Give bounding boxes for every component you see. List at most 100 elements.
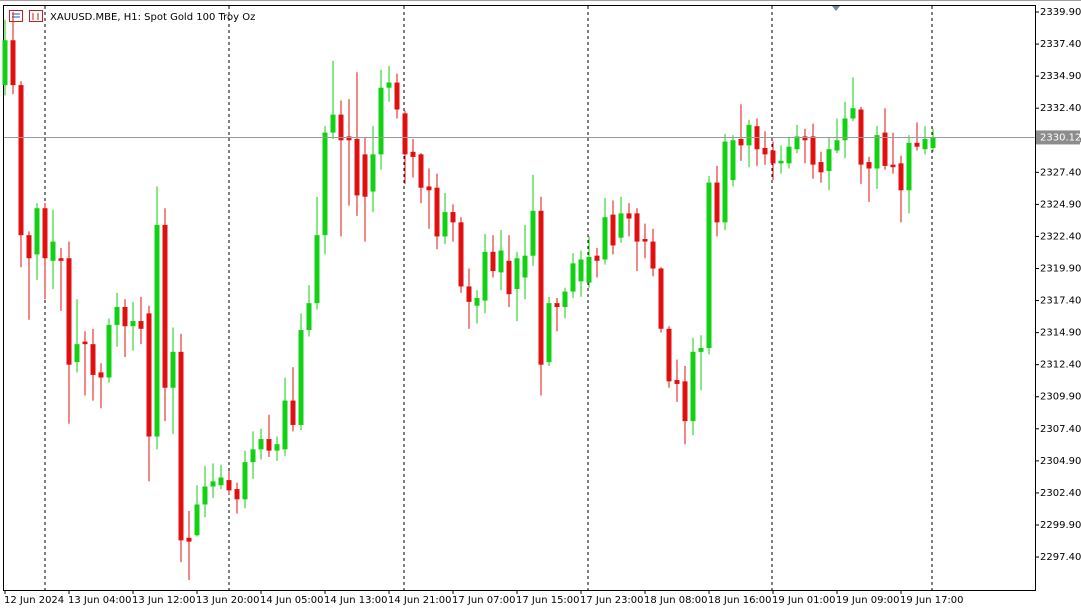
x-tick-label: 17 Jun 15:00 <box>516 595 580 606</box>
candle-body <box>514 258 520 290</box>
candle-body <box>698 348 704 352</box>
candle-body <box>930 137 936 148</box>
candle-body <box>498 250 504 273</box>
candle-body <box>674 380 680 384</box>
x-tick-label: 12 Jun 2024 <box>4 595 64 606</box>
candle-body <box>338 114 344 141</box>
candle-body <box>770 150 776 164</box>
candle-body <box>250 449 256 463</box>
x-tick-label: 19 Jun 01:00 <box>772 595 836 606</box>
candle-body <box>258 439 264 450</box>
candle-body <box>906 142 912 191</box>
candle-body <box>130 321 136 327</box>
candle-body <box>450 212 456 223</box>
candle-body <box>578 259 584 282</box>
candle-body <box>410 151 416 157</box>
candle-body <box>738 138 744 146</box>
y-tick-label: 2304.90 <box>1040 456 1081 467</box>
candle-body <box>890 164 896 168</box>
candle-body <box>666 328 672 382</box>
candle-body <box>562 291 568 307</box>
y-tick-label: 2312.40 <box>1040 360 1081 371</box>
candle-body <box>506 260 512 295</box>
candle-body <box>378 87 384 155</box>
candle-body <box>546 303 552 363</box>
candle-body <box>618 213 624 238</box>
candle-body <box>74 344 80 363</box>
y-tick-label: 2337.40 <box>1040 39 1081 50</box>
candle-body <box>778 160 784 164</box>
candle-body <box>898 163 904 191</box>
y-tick-label: 2299.90 <box>1040 520 1081 531</box>
candle-body <box>314 235 320 304</box>
candle-body <box>538 210 544 365</box>
candle-body <box>34 208 40 255</box>
candle-body <box>386 82 392 88</box>
candle-body <box>826 149 832 172</box>
candle-body <box>66 258 72 365</box>
candle-body <box>26 235 32 259</box>
candle-body <box>602 217 608 260</box>
candle-body <box>298 330 304 425</box>
candle-body <box>306 303 312 331</box>
chart-title: XAUUSD.MBE, H1: Spot Gold 100 Troy Oz <box>50 12 255 23</box>
y-tick-label: 2332.40 <box>1040 103 1081 114</box>
x-tick-label: 18 Jun 16:00 <box>708 595 772 606</box>
candle-body <box>122 306 128 327</box>
x-tick-label: 19 Jun 09:00 <box>836 595 900 606</box>
plot-frame <box>3 5 1036 591</box>
candle-body <box>570 263 576 292</box>
candle-body <box>842 118 848 141</box>
candle-body <box>458 222 464 287</box>
y-tick-label: 2327.40 <box>1040 167 1081 178</box>
candle-body <box>82 341 88 345</box>
y-tick-label: 2322.40 <box>1040 231 1081 242</box>
candle-body <box>202 486 208 505</box>
candle-body <box>426 186 432 191</box>
x-tick-label: 17 Jun 07:00 <box>452 595 516 606</box>
candle-body <box>682 381 688 422</box>
y-tick-label: 2334.90 <box>1040 71 1081 82</box>
candle-body <box>922 138 928 150</box>
candle-body <box>322 132 328 236</box>
candle-body <box>290 400 296 425</box>
candle-body <box>786 146 792 164</box>
y-tick-label: 2297.40 <box>1040 552 1081 563</box>
candle-body <box>794 136 800 150</box>
candle-body <box>466 286 472 302</box>
x-tick-label: 14 Jun 05:00 <box>260 595 324 606</box>
candle-body <box>2 40 8 86</box>
candle-body <box>810 136 816 165</box>
candle-body <box>818 162 824 173</box>
candle-body <box>690 351 696 422</box>
candle-body <box>634 213 640 242</box>
x-tick-label: 14 Jun 13:00 <box>324 595 388 606</box>
candle-body <box>330 114 336 133</box>
shift-marker <box>832 6 840 11</box>
candle-body <box>650 241 656 269</box>
candle-body <box>434 187 440 237</box>
y-tick-label: 2319.90 <box>1040 264 1081 275</box>
candle-body <box>106 324 112 378</box>
candle-body <box>170 351 176 388</box>
candle-body <box>186 537 192 542</box>
x-tick-label: 18 Jun 08:00 <box>644 595 708 606</box>
candle-body <box>610 214 616 246</box>
candle-body <box>658 268 664 329</box>
candle-body <box>866 162 872 169</box>
candle-body <box>98 372 104 378</box>
x-tick-label: 13 Jun 12:00 <box>132 595 196 606</box>
candle-body <box>746 124 752 146</box>
y-tick-label: 2307.40 <box>1040 424 1081 435</box>
candle-body <box>146 313 152 437</box>
candle-body <box>90 344 96 375</box>
x-tick-label: 13 Jun 04:00 <box>68 595 132 606</box>
candle-body <box>442 212 448 237</box>
y-tick-label: 2324.90 <box>1040 199 1081 210</box>
candle-body <box>418 154 424 188</box>
y-tick-label: 2314.90 <box>1040 328 1081 339</box>
candle-body <box>586 256 592 283</box>
icon <box>9 10 23 22</box>
candle-body <box>714 182 720 223</box>
